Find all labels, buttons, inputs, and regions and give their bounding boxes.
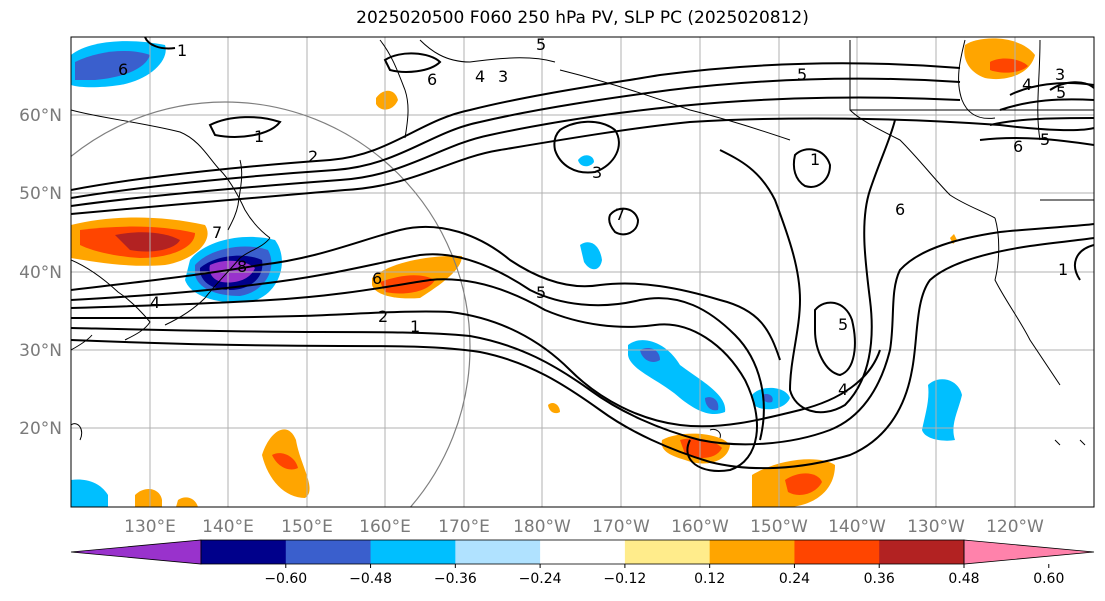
contour-label: 7: [212, 223, 222, 242]
contour-label: 6: [372, 269, 382, 288]
contour-label: 3: [592, 163, 602, 182]
colorbar-segment: [794, 540, 880, 564]
lon-label: 160°E: [359, 517, 411, 537]
colorbar-extend-high: [963, 539, 1095, 565]
contour-label: 3: [1055, 65, 1065, 84]
colorbar-extend-low: [70, 539, 202, 565]
contour-label: 5: [1056, 83, 1066, 102]
lon-label: 170°W: [592, 517, 650, 537]
colorbar-tick-label: 0.36: [864, 571, 895, 587]
plot-frame: [70, 36, 1095, 508]
contour-label: 1: [810, 150, 820, 169]
colorbar-segment: [540, 540, 626, 564]
colorbar-tick-label: −0.12: [603, 571, 646, 587]
lat-label: 20°N: [19, 419, 62, 439]
lon-label: 120°W: [986, 517, 1044, 537]
colorbar: −0.60 −0.48 −0.36 −0.24 −0.12 0.12 0.24 0.36 0.4…: [70, 539, 1095, 587]
colorbar-tick-label: −0.24: [519, 571, 562, 587]
contour-label: 4: [1022, 75, 1032, 94]
lat-label: 60°N: [19, 106, 62, 126]
contour-label: 5: [1040, 130, 1050, 149]
grid-lines: [71, 37, 1094, 507]
lon-label: 140°E: [202, 517, 254, 537]
lat-label: 30°N: [19, 341, 62, 361]
colorbar-tick-label: 0.12: [694, 571, 725, 587]
contour-label: 1: [410, 317, 420, 336]
contour-label: 5: [536, 283, 546, 302]
colorbar-segment: [285, 540, 372, 564]
contour-label: 5: [797, 65, 807, 84]
contour-label: 6: [1013, 137, 1023, 156]
pv-shading: [71, 38, 1035, 507]
colorbar-segment: [370, 540, 456, 564]
contour-label: 6: [118, 60, 128, 79]
contour-label: 4: [838, 380, 848, 399]
lat-label: 40°N: [19, 263, 62, 283]
lon-label: 160°W: [671, 517, 729, 537]
contour-label: 4: [150, 293, 160, 312]
contour-label: 7: [615, 205, 625, 224]
lon-label: 180°W: [513, 517, 571, 537]
colorbar-tick-label: 0.60: [1033, 571, 1064, 587]
contour-label: 5: [838, 315, 848, 334]
contour-labels: 6 1 5 6 4 3 5 3 4 1 2 5 1 3 7 8 6 4 5 2 …: [118, 35, 1068, 399]
map-title: 2025020500 F060 250 hPa PV, SLP PC (2025…: [356, 8, 809, 28]
contour-label: 6: [895, 200, 905, 219]
lon-label: 140°W: [828, 517, 886, 537]
colorbar-segment: [879, 540, 965, 564]
lon-label: 150°W: [750, 517, 808, 537]
lat-label: 50°N: [19, 184, 62, 204]
colorbar-segment: [201, 540, 287, 564]
lon-label: 150°E: [281, 517, 333, 537]
lon-label: 170°E: [438, 517, 490, 537]
contour-label: 2: [308, 147, 318, 166]
colorbar-frame: [200, 539, 965, 565]
colorbar-tick-label: 0.48: [948, 571, 979, 587]
colorbar-segment: [709, 540, 795, 564]
contour-label: 8: [237, 257, 247, 276]
colorbar-tick-label: −0.60: [264, 571, 307, 587]
contour-label: 1: [1058, 260, 1068, 279]
contour-label: 1: [254, 127, 264, 146]
colorbar-tick-label: 0.24: [779, 571, 810, 587]
lon-label: 130°E: [124, 517, 176, 537]
coastlines: [71, 39, 1094, 446]
colorbar-tick-label: −0.36: [434, 571, 477, 587]
contour-label: 1: [177, 41, 187, 60]
radius-circle: [71, 101, 471, 507]
colorbar-tick-label: −0.48: [349, 571, 392, 587]
lon-label: 130°W: [907, 517, 965, 537]
contour-label: 4: [475, 67, 485, 86]
contour-label: 2: [378, 307, 388, 326]
contour-label: 3: [498, 67, 508, 86]
colorbar-segment: [455, 540, 541, 564]
contour-label: 6: [427, 70, 437, 89]
slp-contours: [71, 37, 1094, 472]
latitude-labels: 60°N 50°N 40°N 30°N 20°N: [19, 106, 62, 439]
map-layer: 6 1 5 6 4 3 5 3 4 1 2 5 1 3 7 8 6 4 5 2 …: [71, 35, 1094, 507]
colorbar-segment: [624, 540, 711, 564]
contour-label: 5: [536, 35, 546, 54]
longitude-labels: 130°E 140°E 150°E 160°E 170°E 180°W 170°…: [124, 517, 1044, 537]
